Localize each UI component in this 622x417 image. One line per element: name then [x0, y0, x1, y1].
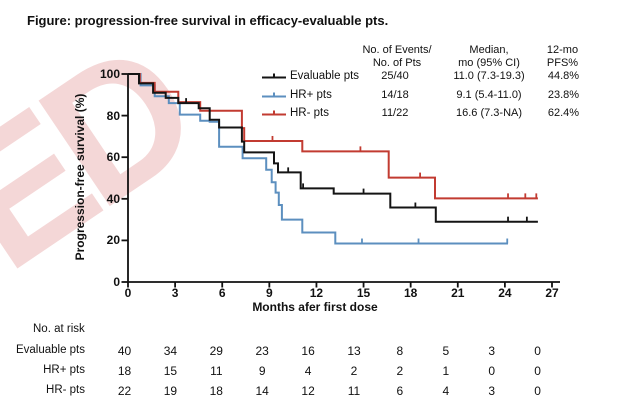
curve-hr-pts: [128, 73, 538, 200]
risk-value: 1: [442, 364, 450, 378]
x-tick-label: 15: [356, 286, 371, 300]
risk-row-label: HR- pts: [46, 384, 85, 396]
legend-pfs-hrpos: 23.8%: [547, 89, 580, 101]
legend-header-events-1: No. of Events/: [362, 44, 432, 56]
legend-line-hrneg: [262, 110, 286, 116]
x-tick-label: 3: [171, 286, 179, 300]
y-tick-label: 100: [99, 67, 120, 81]
curve-evaluable-pts: [128, 73, 538, 223]
risk-value: 2: [396, 364, 404, 378]
risk-value: 11: [347, 384, 361, 398]
legend-median-evaluable: 11.0 (7.3-19.3): [453, 70, 525, 82]
y-tick-label: 20: [106, 233, 120, 248]
legend-swatch-evaluable-icon: [262, 73, 286, 79]
y-tick-label: 80: [106, 108, 120, 123]
risk-value: 6: [396, 384, 404, 398]
x-tick-label: 9: [265, 286, 273, 300]
y-axis-title: Progression-free survival (%): [73, 93, 87, 261]
risk-value: 16: [301, 344, 315, 358]
legend-header-median-2: mo (95% CI): [458, 57, 520, 69]
legend-label-evaluable: Evaluable pts: [290, 70, 360, 82]
risk-value: 18: [117, 364, 132, 378]
legend-median-hrneg: 16.6 (7.3-NA): [455, 107, 523, 119]
legend-events-evaluable: 25/40: [381, 70, 409, 82]
legend-header-pfs-2: PFS%: [546, 57, 579, 69]
risk-value: 2: [350, 364, 358, 378]
risk-value: 22: [117, 384, 132, 398]
risk-value: 11: [210, 364, 223, 378]
risk-value: 4: [304, 364, 312, 378]
risk-value: 0: [534, 384, 541, 398]
risk-value: 0: [488, 364, 496, 378]
risk-value: 3: [488, 384, 496, 398]
risk-row-evaluable: Evaluable pts 40 34 29 23 16 13 8 5 3 0: [0, 344, 622, 358]
legend-header-median-1: Median,: [469, 44, 509, 56]
risk-value: 0: [534, 364, 541, 378]
risk-value: 4: [442, 384, 450, 398]
legend-pfs-evaluable: 44.8%: [547, 70, 580, 82]
risk-value: 0: [534, 344, 541, 358]
risk-value: 13: [347, 344, 361, 358]
legend-median-hrpos: 9.1 (5.4-11.0): [456, 89, 522, 101]
legend-label-hrneg: HR- pts: [290, 107, 329, 119]
y-tick-label: 0: [113, 275, 120, 289]
axis-frame: [127, 74, 560, 283]
x-tick-label: 12: [309, 286, 324, 300]
risk-value: 19: [163, 384, 178, 398]
legend-header-events-2: No. of Pts: [372, 57, 422, 69]
risk-value: 34: [163, 344, 178, 358]
risk-row-label: Evaluable pts: [15, 344, 85, 356]
risk-row-hrneg: HR- pts 22 19 18 14 12 11 6 4 3 0: [0, 384, 622, 398]
x-axis-title: Months afer first dose: [252, 300, 378, 314]
risk-value: 40: [117, 344, 132, 358]
x-tick-label: 21: [451, 286, 465, 300]
y-tick-label: 60: [106, 150, 120, 165]
risk-value: 3: [488, 344, 496, 358]
legend-label-hrpos: HR+ pts: [290, 89, 332, 101]
legend-swatch-hrneg-icon: [262, 110, 286, 116]
risk-value: 9: [258, 364, 266, 378]
risk-table-title: No. at risk: [33, 323, 85, 335]
risk-value: 14: [255, 384, 269, 398]
legend-pfs-hrneg: 62.4%: [547, 107, 580, 119]
risk-value: 18: [209, 384, 223, 398]
legend-line-evaluable: [262, 73, 286, 79]
legend-events-hrpos: 14/18: [381, 89, 409, 101]
x-tick-label: 18: [403, 286, 418, 300]
figure-title: Figure: progression-free survival in eff…: [27, 13, 389, 28]
x-tick-label: 6: [218, 286, 226, 300]
x-tick-label: 24: [498, 286, 512, 300]
risk-value: 5: [442, 344, 450, 358]
risk-value: 29: [209, 344, 223, 358]
x-tick-label: 0: [124, 286, 132, 300]
legend-line-hrpos: [262, 92, 286, 98]
risk-value: 23: [255, 344, 269, 358]
legend-header-pfs-1: 12-mo: [546, 44, 579, 56]
curve-hr-pts: [128, 73, 508, 245]
risk-row-hrpos: HR+ pts 18 15 11 9 4 2 2 1 0 0: [0, 364, 622, 378]
risk-value: 12: [301, 384, 315, 398]
x-tick-label: 27: [545, 286, 559, 300]
legend-events-hrneg: 11/22: [381, 107, 409, 119]
y-tick-label: 40: [106, 191, 120, 206]
risk-row-label: HR+ pts: [43, 364, 85, 376]
legend-swatch-hrpos-icon: [262, 92, 286, 98]
risk-value: 15: [163, 364, 178, 378]
risk-value: 8: [396, 344, 404, 358]
